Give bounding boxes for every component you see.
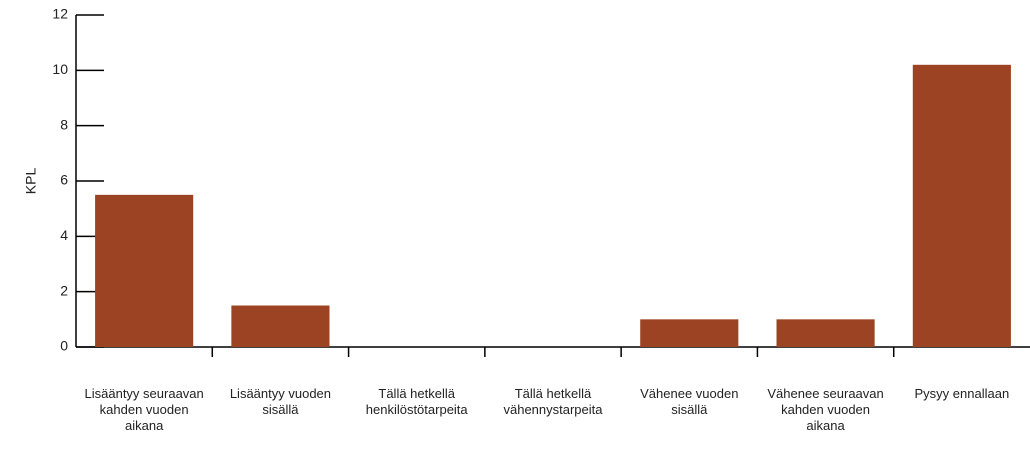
x-tick-label: Vähenee vuoden sisällä	[640, 386, 739, 417]
x-tick-label: Lisääntyy vuoden sisällä	[229, 386, 332, 417]
y-tick-label: 10	[52, 61, 68, 77]
bar	[95, 194, 194, 347]
y-tick-label: 12	[52, 6, 68, 22]
y-tick-label: 4	[60, 227, 68, 243]
y-tick-label: 0	[60, 338, 68, 354]
x-tick-label: Tällä hetkellä vähennystarpeita	[503, 386, 603, 417]
bar	[640, 319, 739, 347]
y-tick-label: 6	[60, 172, 68, 188]
bar	[231, 305, 330, 347]
bar	[912, 64, 1011, 348]
x-tick-label: Lisääntyy seuraavan kahden vuoden aikana	[84, 386, 204, 433]
x-tick-label: Pysyy ennallaan	[914, 386, 1010, 401]
y-axis-label: KPL	[23, 168, 39, 195]
x-tick-label: Tällä hetkellä henkilöstötarpeita	[365, 386, 468, 417]
y-tick-label: 2	[60, 282, 68, 298]
bar	[776, 319, 875, 347]
y-tick-label: 8	[60, 116, 68, 132]
x-tick-label: Vähenee seuraavan kahden vuoden aikana	[767, 386, 884, 433]
